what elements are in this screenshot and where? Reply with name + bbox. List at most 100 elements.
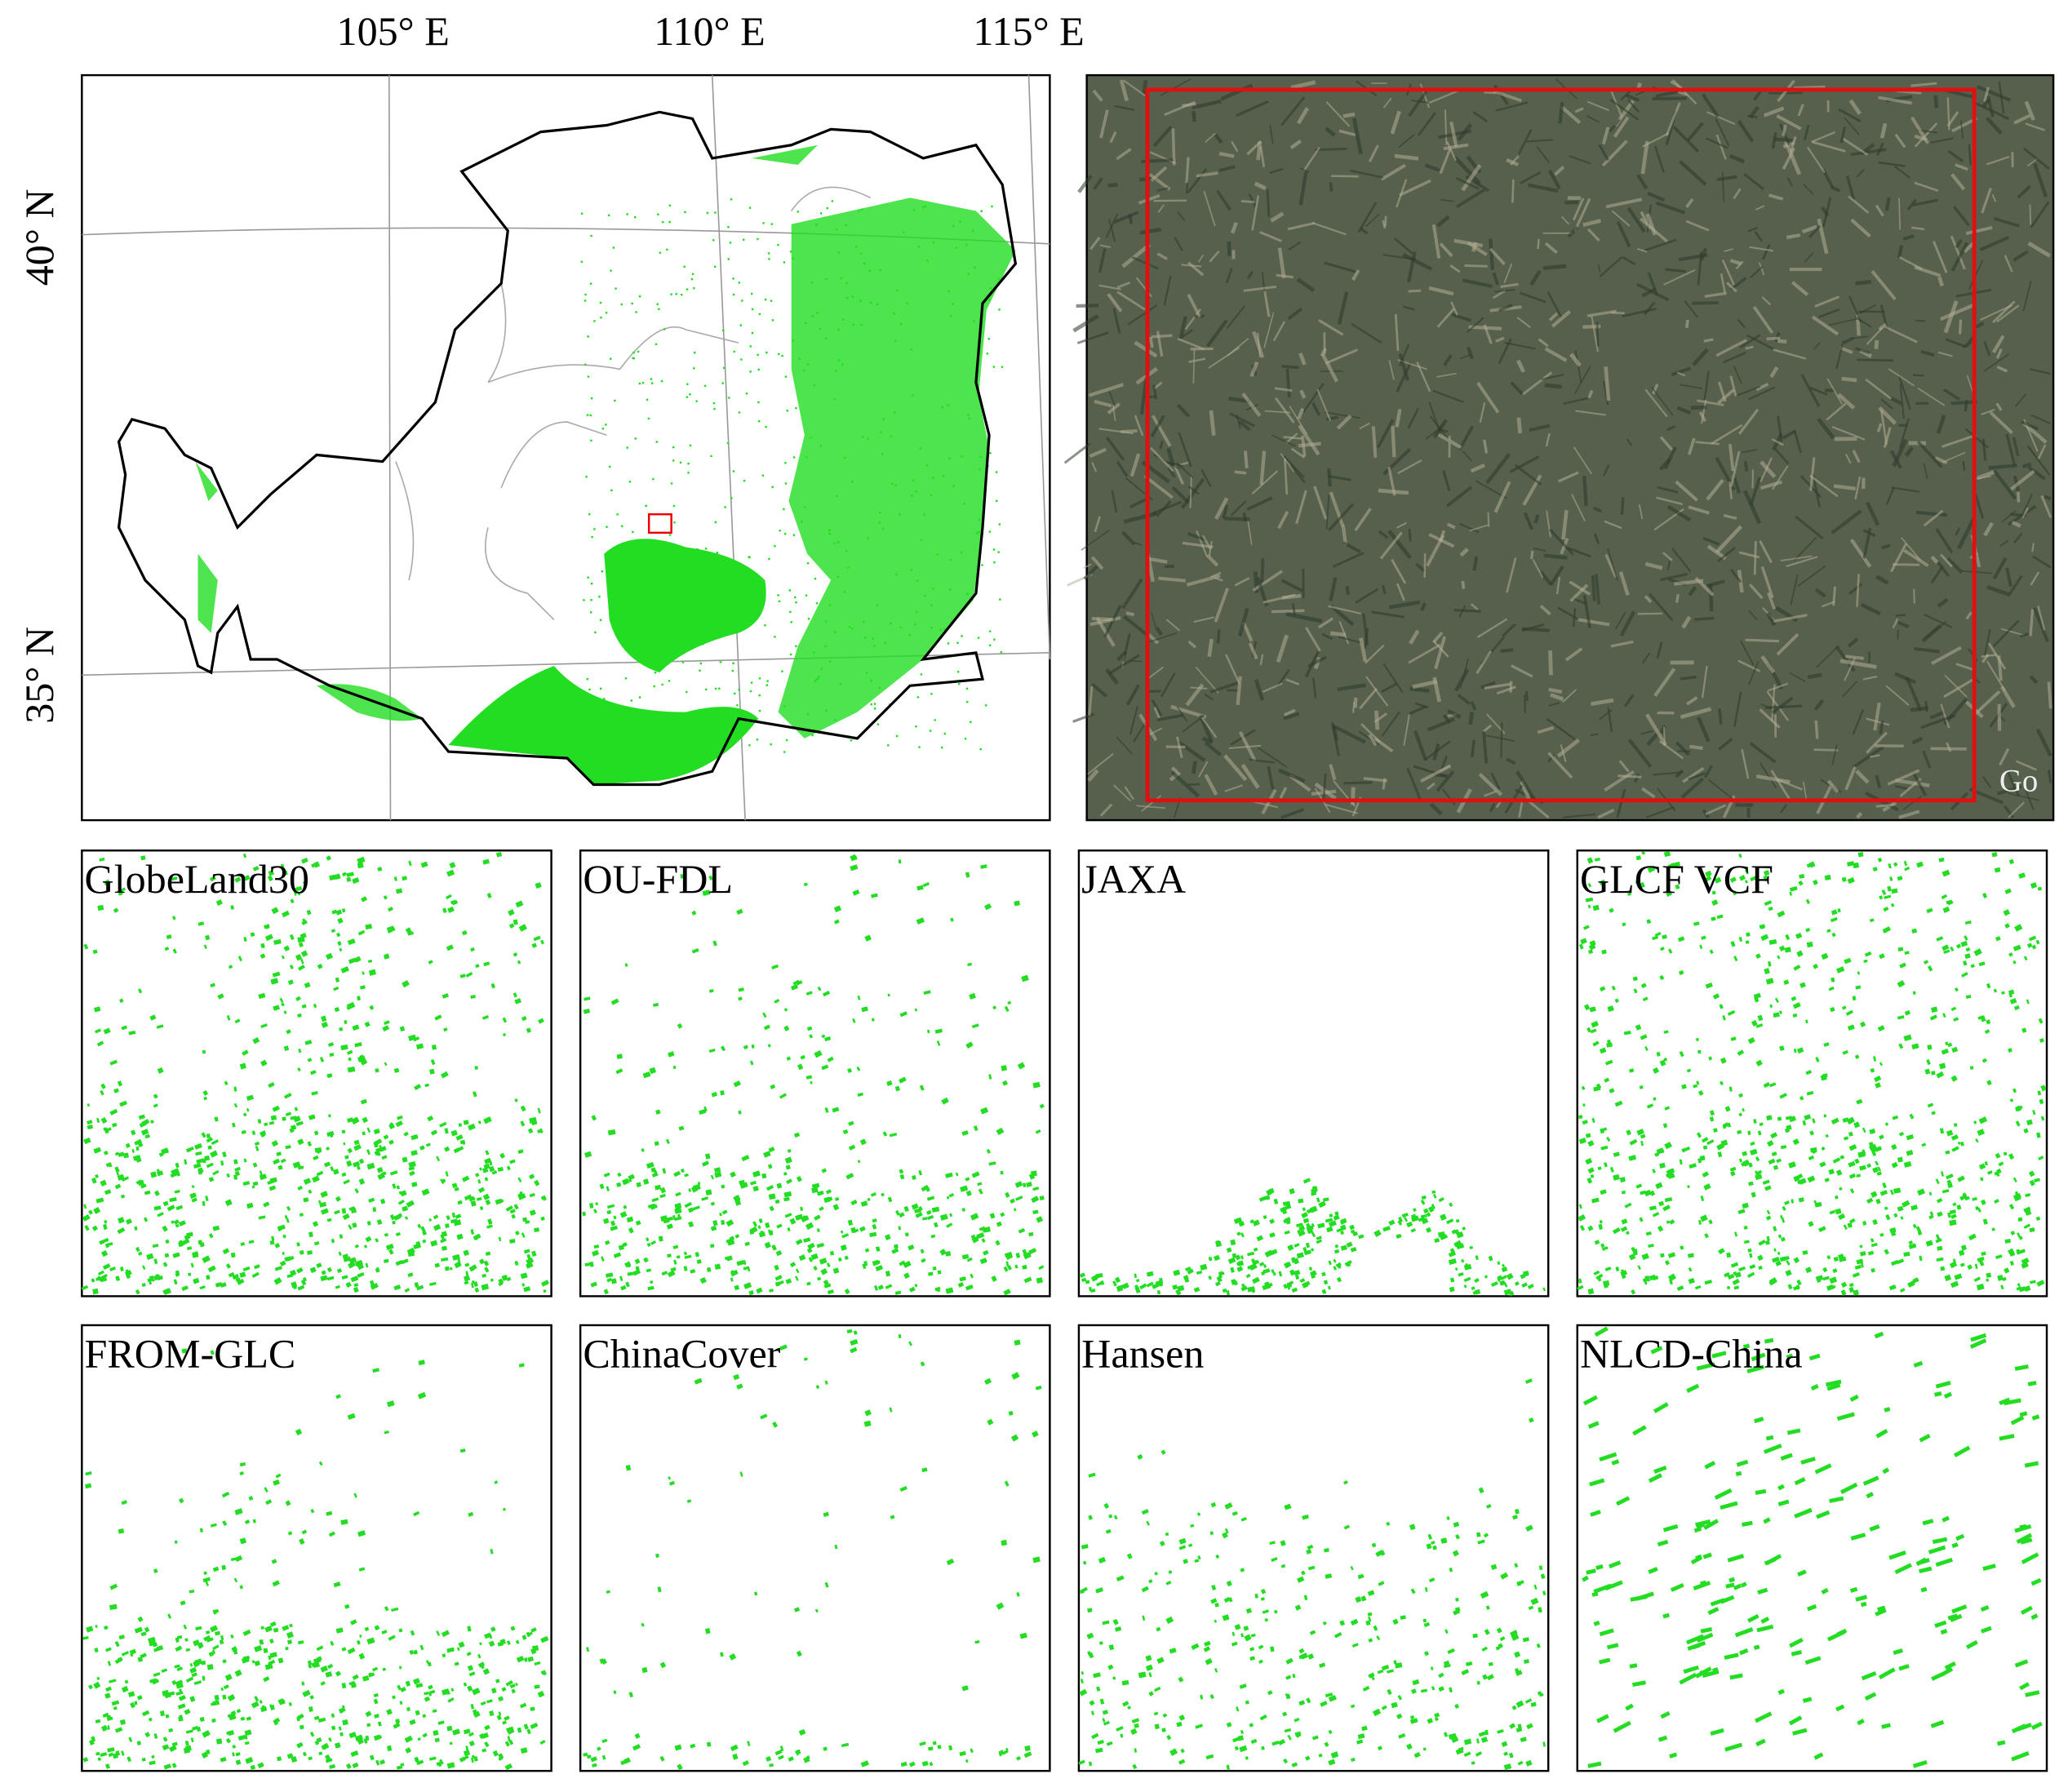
- forest-pixel: [1024, 1745, 1031, 1752]
- terrain-ridge: [1360, 723, 1381, 743]
- terrain-ridge: [1490, 772, 1501, 790]
- terrain-ridge: [1803, 124, 1810, 141]
- forest-pixel: [824, 645, 827, 648]
- forest-pixel: [251, 1271, 260, 1279]
- forest-pixel: [414, 1084, 422, 1091]
- terrain-ridge: [1878, 322, 1888, 331]
- terrain-ridge: [1773, 614, 1808, 623]
- forest-pixel: [589, 414, 592, 417]
- terrain-ridge: [1381, 682, 1397, 694]
- terrain-ridge: [1636, 247, 1648, 253]
- terrain-ridge: [1228, 744, 1262, 749]
- forest-pixel: [191, 1197, 197, 1203]
- forest-pixel: [334, 1006, 340, 1013]
- terrain-ridge: [1697, 399, 1724, 406]
- forest-pixel: [103, 879, 111, 886]
- forest-pixel: [450, 899, 457, 905]
- forest-pixel: [348, 1057, 352, 1062]
- forest-pixel: [205, 934, 211, 941]
- forest-pixel: [526, 1027, 532, 1033]
- forest-pixel: [490, 1278, 494, 1282]
- terrain-ridge: [1206, 554, 1219, 567]
- forest-pixel: [934, 719, 936, 721]
- terrain-ridge: [1116, 736, 1133, 755]
- terrain-ridge: [1187, 261, 1205, 277]
- terrain-ridge: [1574, 366, 1591, 394]
- forest-pixel: [792, 456, 796, 459]
- terrain-ridge: [2001, 510, 2017, 523]
- forest-pixel: [738, 688, 740, 691]
- terrain-ridge: [1995, 402, 2003, 411]
- forest-pixel: [94, 1006, 101, 1013]
- forest-pixel: [408, 1161, 416, 1168]
- terrain-ridge: [1484, 91, 1496, 95]
- forest-pixel: [610, 269, 612, 272]
- forest-pixel: [690, 277, 694, 281]
- terrain-ridge: [1436, 308, 1455, 328]
- terrain-ridge: [1992, 619, 2020, 647]
- forest-pixel: [225, 1263, 231, 1269]
- forest-pixel: [543, 1289, 547, 1293]
- terrain-ridge: [1328, 475, 1351, 481]
- terrain-ridge: [1517, 129, 1533, 155]
- forest-pixel: [477, 1187, 486, 1193]
- terrain-ridge: [1204, 774, 1218, 796]
- terrain-ridge: [1484, 790, 1498, 797]
- terrain-ridge: [1663, 446, 1677, 470]
- forest-pixel: [803, 369, 805, 372]
- terrain-ridge: [1174, 237, 1183, 252]
- terrain-ridge: [1302, 147, 1320, 171]
- forest-pixel: [335, 1284, 340, 1289]
- terrain-ridge: [1884, 326, 1918, 344]
- forest-pixel: [858, 210, 860, 212]
- terrain-ridge: [1660, 572, 1688, 582]
- forest-pixel: [484, 1177, 489, 1182]
- terrain-ridge: [1532, 559, 1544, 579]
- terrain-ridge: [1575, 410, 1606, 416]
- forest-pixel: [153, 1190, 160, 1196]
- forest-pixel: [374, 1138, 383, 1146]
- forest-pixel: [890, 482, 894, 485]
- terrain-ridge: [1330, 605, 1355, 627]
- lon-label: 110° E: [654, 8, 765, 54]
- terrain-ridge: [1747, 227, 1758, 233]
- terrain-ridge: [1246, 270, 1254, 280]
- terrain-ridge: [1204, 741, 1222, 756]
- terrain-ridge: [1595, 574, 1600, 605]
- terrain-ridge: [1263, 593, 1296, 604]
- forest-pixel: [444, 1266, 450, 1271]
- terrain-ridge: [1139, 227, 1162, 235]
- forest-pixel: [268, 870, 275, 876]
- forest-pixel: [919, 447, 922, 450]
- forest-pixel: [104, 1189, 112, 1195]
- terrain-ridge: [1200, 468, 1212, 487]
- forest-pixel: [841, 277, 843, 280]
- terrain-ridge: [1336, 414, 1352, 430]
- terrain-ridge: [1720, 273, 1726, 294]
- forest-pixel: [433, 1214, 439, 1220]
- terrain-ridge: [2011, 520, 2021, 528]
- terrain-ridge: [1107, 402, 1121, 415]
- terrain-ridge: [1981, 438, 1987, 461]
- terrain-ridge: [1659, 436, 1674, 451]
- terrain-ridge: [1197, 254, 1205, 263]
- forest-pixel: [320, 1275, 328, 1282]
- terrain-ridge: [1992, 557, 2008, 580]
- forest-pixel: [343, 1179, 350, 1185]
- forest-pixel: [135, 1289, 140, 1295]
- forest-pixel: [584, 293, 587, 296]
- terrain-ridge: [1506, 557, 1517, 593]
- terrain-ridge: [1842, 681, 1858, 698]
- terrain-ridge: [1317, 617, 1334, 629]
- terrain-ridge: [1666, 505, 1692, 522]
- terrain-ridge: [1611, 210, 1631, 227]
- forest-pixel: [691, 619, 695, 623]
- forest-pixel: [375, 1238, 379, 1243]
- terrain-ridge: [1730, 569, 1742, 583]
- terrain-ridge: [1724, 248, 1733, 253]
- forest-pixel: [289, 965, 294, 969]
- terrain-ridge: [1849, 538, 1872, 568]
- forest-pixel: [353, 1144, 362, 1151]
- forest-pixel: [295, 1120, 304, 1127]
- terrain-ridge: [1192, 349, 1196, 384]
